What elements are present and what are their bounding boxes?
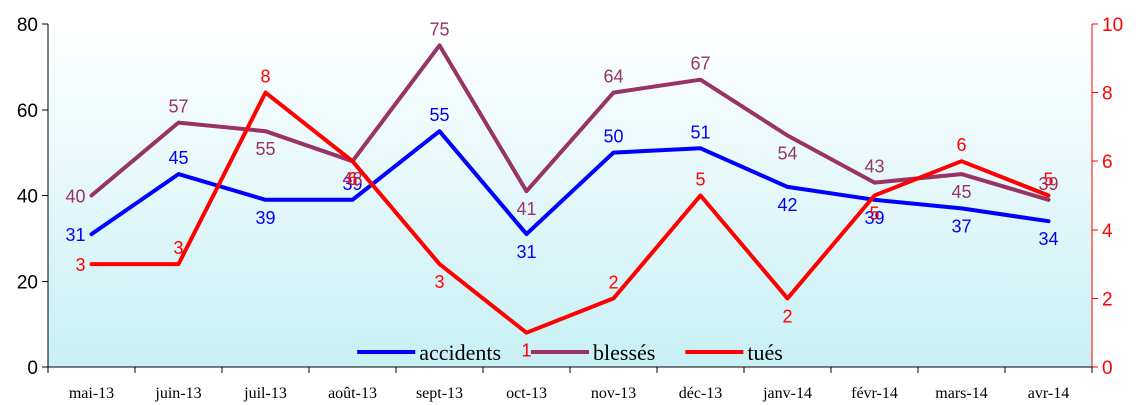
x-tick-label: avr-14	[1028, 385, 1069, 402]
y-right-tick-label: 8	[1102, 84, 1113, 105]
y-right-tick-label: 4	[1102, 221, 1113, 242]
x-tick-label: nov-13	[591, 385, 636, 402]
x-tick-label: déc-13	[679, 385, 723, 402]
y-left-tick-label: 0	[27, 358, 38, 379]
legend-item-accidents: accidents	[357, 340, 501, 365]
data-label-blessés: 67	[690, 54, 710, 74]
legend-item-tués: tués	[685, 340, 783, 365]
y-right-tick-label: 0	[1102, 358, 1113, 379]
data-label-tués: 6	[956, 135, 966, 155]
data-label-blessés: 40	[65, 187, 85, 207]
series-line-tués	[89, 90, 1051, 335]
x-tick-label: août-13	[328, 385, 377, 402]
data-label-tués: 3	[434, 272, 444, 292]
data-label-blessés: 75	[429, 19, 449, 39]
data-label-accidents: 39	[255, 208, 275, 228]
data-label-tués: 1	[521, 341, 531, 361]
x-tick-label: juin-13	[154, 385, 201, 402]
data-label-tués: 5	[695, 170, 705, 190]
data-label-accidents: 45	[168, 148, 188, 168]
data-label-blessés: 43	[864, 157, 884, 177]
data-label-blessés: 41	[516, 199, 536, 219]
legend-label: blessés	[593, 340, 655, 365]
x-tick-label: juil-13	[243, 385, 287, 402]
data-label-tués: 5	[1043, 170, 1053, 190]
data-label-blessés: 48	[342, 169, 362, 189]
data-label-accidents: 31	[516, 242, 536, 262]
data-label-accidents: 55	[429, 105, 449, 125]
y-right-tick-label: 6	[1102, 152, 1113, 173]
legend-label: tués	[747, 340, 782, 365]
y-left-tick-label: 60	[17, 101, 38, 122]
data-label-accidents: 34	[1038, 229, 1058, 249]
x-tick-label: févr-14	[851, 385, 898, 402]
data-label-tués: 2	[782, 306, 792, 326]
data-label-blessés: 64	[603, 67, 623, 87]
x-tick-label: oct-13	[506, 385, 547, 402]
x-tick-label: janv-14	[762, 385, 812, 402]
data-label-accidents: 37	[951, 216, 971, 236]
axes: 0 20 40 60 80 0 2 4 6 8 10 mai-13 juin-13 juil-13 août…	[17, 15, 1123, 402]
data-label-blessés: 55	[255, 139, 275, 159]
series-line-accidents	[89, 129, 1051, 237]
x-tick-label: mai-13	[69, 385, 114, 402]
data-label-accidents: 39	[864, 208, 884, 228]
series-lines	[89, 43, 1051, 335]
legend-label: accidents	[419, 340, 501, 365]
data-label-tués: 5	[869, 204, 879, 224]
data-label-accidents: 31	[65, 225, 85, 245]
data-label-blessés: 57	[168, 97, 188, 117]
y-left-tick-label: 80	[17, 15, 38, 36]
legend-item-blessés: blessés	[531, 340, 655, 365]
data-label-blessés: 54	[777, 143, 797, 163]
data-label-blessés: 45	[951, 182, 971, 202]
y-right-tick-label: 2	[1102, 289, 1113, 310]
x-tick-label: sept-13	[416, 385, 463, 402]
data-label-tués: 6	[347, 169, 357, 189]
legend: accidents blessés tués	[357, 340, 783, 365]
data-label-accidents: 51	[690, 122, 710, 142]
data-label-accidents: 50	[603, 127, 623, 147]
data-label-tués: 2	[608, 272, 618, 292]
y-right-tick-label: 10	[1102, 15, 1123, 36]
y-left-tick-label: 20	[17, 272, 38, 293]
data-label-tués: 3	[173, 238, 183, 258]
data-label-tués: 8	[260, 67, 270, 87]
data-label-accidents: 42	[777, 195, 797, 215]
data-label-blessés: 39	[1038, 174, 1058, 194]
x-tick-label: mars-14	[935, 385, 987, 402]
data-label-accidents: 39	[342, 174, 362, 194]
y-left-tick-label: 40	[17, 187, 38, 208]
series-line-blessés	[89, 43, 1051, 202]
data-label-tués: 3	[75, 255, 85, 275]
